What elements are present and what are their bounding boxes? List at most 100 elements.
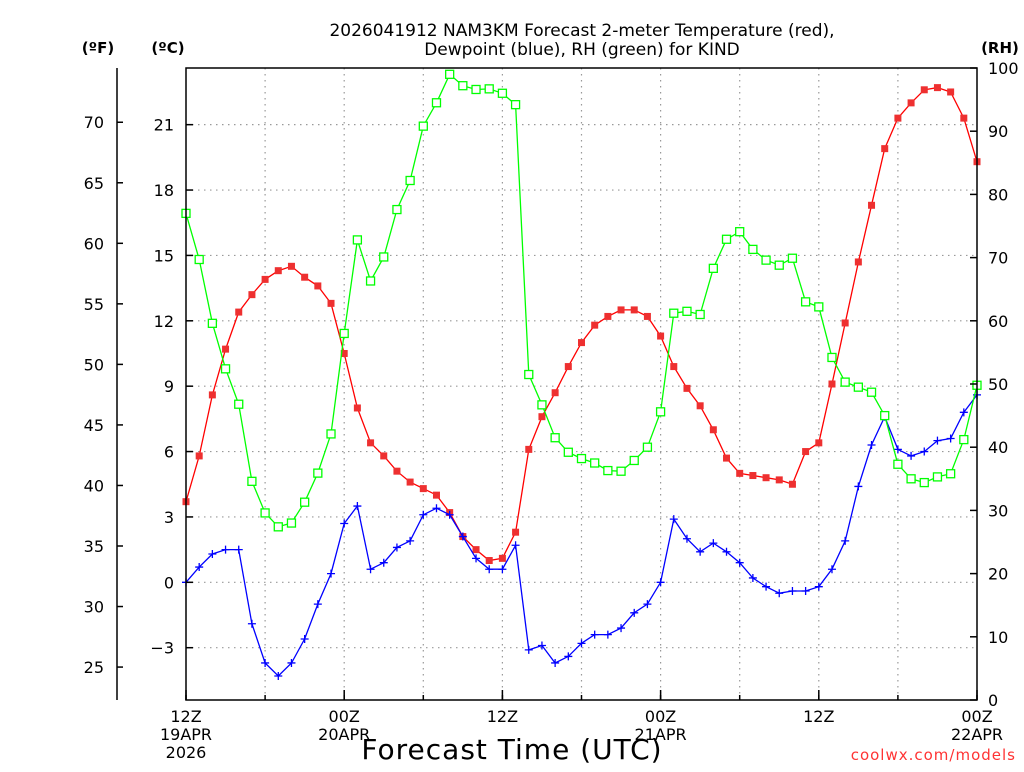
data-point [893, 459, 903, 469]
source-credit: coolwx.com/models [851, 746, 1016, 764]
time-tick-label: 12Z [803, 707, 834, 726]
data-point [723, 454, 731, 462]
data-point [299, 497, 310, 507]
data-point [538, 413, 546, 421]
data-point [761, 255, 771, 265]
data-point [802, 448, 810, 456]
data-point [696, 547, 705, 556]
chart-title-line-2: Dewpoint (blue), RH (green) for KIND [424, 40, 740, 60]
data-point [340, 519, 349, 528]
data-point [497, 88, 508, 98]
data-point [207, 318, 218, 328]
data-point [405, 175, 415, 186]
data-point [498, 565, 507, 574]
data-point [195, 452, 203, 460]
data-point [445, 510, 454, 519]
data-point [380, 452, 388, 460]
data-point [392, 204, 402, 215]
data-point [656, 578, 665, 587]
celsius-tick-label: 3 [164, 508, 174, 527]
rh-tick-label: 10 [988, 628, 1008, 647]
data-point [550, 433, 560, 443]
fahrenheit-tick-label: 45 [84, 416, 104, 435]
data-point [471, 84, 481, 95]
celsius-tick-label: 12 [154, 312, 174, 331]
fahrenheit-tick-label: 40 [84, 476, 104, 495]
celsius-tick-label: −3 [150, 639, 174, 658]
data-point [564, 652, 573, 661]
celsius-tick-label: 21 [154, 116, 174, 135]
data-point [762, 582, 771, 591]
data-point [603, 465, 613, 476]
data-point [406, 536, 415, 545]
data-point [642, 442, 653, 452]
data-point [643, 312, 651, 320]
fahrenheit-tick-label: 60 [84, 234, 104, 253]
time-tick-label: 12Z [487, 707, 518, 726]
data-point [709, 426, 717, 434]
data-point [326, 429, 336, 439]
data-point [617, 306, 625, 314]
data-point [788, 587, 797, 596]
data-point [419, 485, 427, 493]
data-point [853, 382, 863, 392]
data-point [801, 587, 810, 596]
chart-title-line-1: 2026041912 NAM3KM Forecast 2-meter Tempe… [329, 21, 834, 41]
fahrenheit-tick-label: 65 [84, 174, 104, 193]
rh-tick-label: 70 [988, 249, 1008, 268]
data-point [301, 273, 309, 281]
data-point [537, 400, 547, 410]
data-point [551, 658, 560, 667]
data-point [735, 558, 744, 567]
data-point [340, 349, 348, 357]
data-point [314, 282, 322, 290]
data-point [431, 98, 442, 108]
data-point [234, 545, 243, 554]
data-point [788, 480, 796, 488]
data-point [419, 510, 428, 519]
data-point [222, 345, 230, 353]
data-point [735, 227, 745, 237]
data-point [643, 600, 652, 609]
data-point [959, 408, 968, 417]
data-point [524, 369, 534, 380]
data-point [512, 528, 520, 536]
data-point [510, 100, 521, 110]
data-point [669, 308, 679, 318]
data-point [286, 518, 297, 528]
data-point [854, 258, 862, 266]
data-point [537, 641, 546, 650]
rh-tick-label: 90 [988, 122, 1008, 141]
data-point [603, 630, 612, 639]
data-point [960, 114, 968, 122]
data-point [511, 541, 520, 550]
data-point [525, 445, 533, 453]
data-point [392, 543, 401, 552]
data-point [339, 328, 349, 339]
data-point [485, 557, 493, 565]
data-point [472, 554, 481, 563]
data-point [221, 545, 230, 554]
data-point [748, 573, 757, 582]
data-point [866, 387, 877, 397]
data-point [551, 389, 559, 397]
data-point [736, 469, 744, 477]
data-point [247, 476, 257, 486]
celsius-tick-label: 0 [164, 573, 174, 592]
series-layer [181, 69, 982, 681]
data-point [287, 658, 296, 667]
data-point [841, 536, 850, 545]
data-point [365, 276, 376, 286]
celsius-axis-unit: (ºC) [151, 39, 184, 57]
data-point [578, 339, 585, 347]
fahrenheit-tick-label: 55 [84, 295, 104, 314]
data-point [590, 630, 599, 639]
time-tick-label: 20APR [318, 725, 370, 744]
data-point [670, 363, 678, 371]
data-point [248, 291, 256, 299]
data-point [576, 453, 587, 464]
data-point [194, 254, 204, 265]
time-tick-label: 21APR [635, 725, 687, 744]
data-point [235, 308, 243, 316]
data-point [563, 447, 573, 457]
